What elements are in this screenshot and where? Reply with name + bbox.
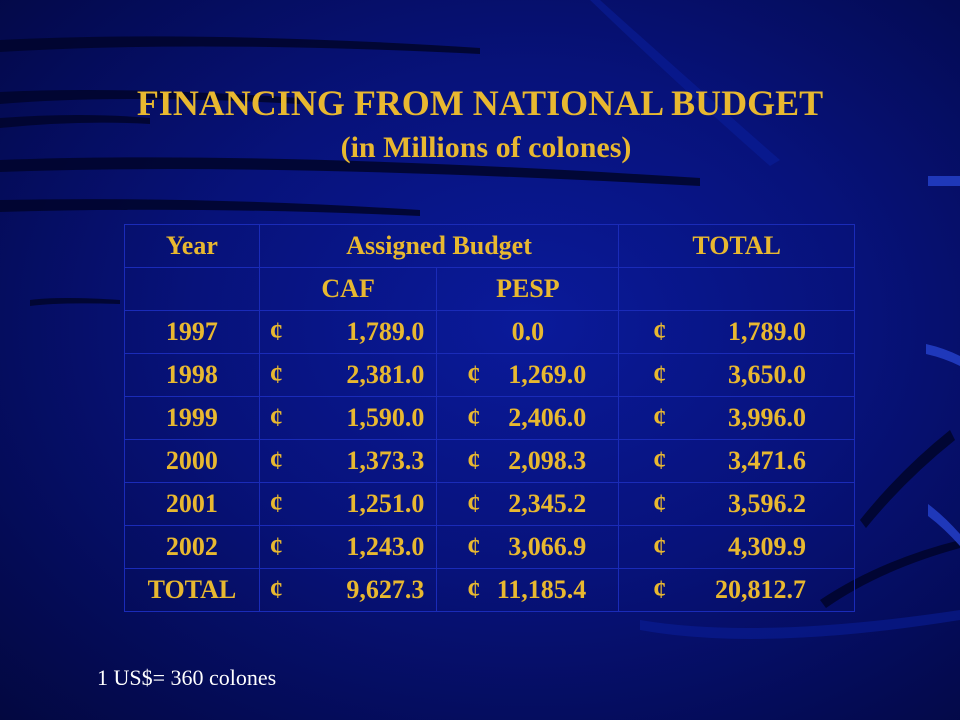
currency-symbol: ¢	[467, 360, 481, 389]
cell-year: 1997	[124, 310, 260, 354]
table-row: 1998 ¢ 2,381.0 ¢ 1,269.0 ¢ 3,650.0	[124, 353, 855, 397]
currency-symbol: ¢	[653, 360, 667, 389]
currency-symbol: ¢	[269, 317, 283, 346]
cell-pesp-value: 2,098.3	[508, 446, 587, 475]
currency-symbol: ¢	[269, 360, 283, 389]
currency-symbol: ¢	[269, 575, 283, 604]
cell-caf: ¢ 1,789.0	[258, 310, 438, 354]
cell-pesp: ¢ 3,066.9	[436, 525, 620, 569]
currency-symbol: ¢	[653, 403, 667, 432]
cell-total: ¢ 3,471.6	[618, 439, 855, 483]
cell-caf: ¢ 2,381.0	[258, 353, 438, 397]
cell-pesp-value: 11,185.4	[496, 575, 587, 604]
currency-symbol: ¢	[269, 532, 283, 561]
cell-pesp: ¢ 2,406.0	[436, 396, 620, 440]
cell-caf-value: 1,243.0	[346, 532, 425, 561]
table-subheader-row: CAF PESP	[124, 267, 855, 311]
table-body: 1997 ¢ 1,789.0 0.0 ¢ 1,789.0 1998 ¢ 2,381.0 ¢ 1,26…	[124, 310, 855, 612]
currency-symbol: ¢	[653, 317, 667, 346]
header-caf: CAF	[258, 267, 438, 311]
cell-pesp-value: 3,066.9	[508, 532, 587, 561]
currency-symbol: ¢	[653, 489, 667, 518]
cell-total-value: 3,471.6	[728, 446, 806, 475]
cell-pesp: ¢ 1,269.0	[436, 353, 620, 397]
table-row: 2002 ¢ 1,243.0 ¢ 3,066.9 ¢ 4,309.9	[124, 525, 855, 569]
cell-pesp: 0.0	[436, 310, 620, 354]
table-row: TOTAL ¢ 9,627.3 ¢ 11,185.4 ¢ 20,812.7	[124, 568, 855, 612]
cell-total: ¢ 3,596.2	[618, 482, 855, 526]
cell-pesp-value: 2,406.0	[508, 403, 587, 432]
currency-symbol: ¢	[653, 446, 667, 475]
cell-total: ¢ 4,309.9	[618, 525, 855, 569]
cell-total: ¢ 3,996.0	[618, 396, 855, 440]
header-pesp: PESP	[436, 267, 620, 311]
cell-total-value: 1,789.0	[728, 317, 806, 346]
header-assigned-budget: Assigned Budget	[258, 224, 620, 268]
cell-caf: ¢ 1,373.3	[258, 439, 438, 483]
cell-caf-value: 1,251.0	[346, 489, 425, 518]
cell-total-value: 20,812.7	[715, 575, 806, 604]
cell-total: ¢ 1,789.0	[618, 310, 855, 354]
currency-symbol: ¢	[467, 532, 481, 561]
currency-symbol: ¢	[269, 403, 283, 432]
cell-year: 1998	[124, 353, 260, 397]
cell-caf: ¢ 1,251.0	[258, 482, 438, 526]
cell-total-value: 3,996.0	[728, 403, 806, 432]
cell-total: ¢ 3,650.0	[618, 353, 855, 397]
currency-symbol: ¢	[269, 446, 283, 475]
cell-caf-value: 1,789.0	[346, 317, 425, 346]
page-title: FINANCING FROM NATIONAL BUDGET	[136, 83, 824, 123]
currency-symbol: ¢	[653, 575, 667, 604]
cell-year: TOTAL	[124, 568, 260, 612]
cell-pesp: ¢ 2,098.3	[436, 439, 620, 483]
exchange-rate-note: 1 US$= 360 colones	[97, 665, 277, 690]
cell-total: ¢ 20,812.7	[618, 568, 855, 612]
table-row: 2000 ¢ 1,373.3 ¢ 2,098.3 ¢ 3,471.6	[124, 439, 855, 483]
cell-pesp-value: 1,269.0	[508, 360, 587, 389]
cell-year: 2001	[124, 482, 260, 526]
header-year: Year	[124, 224, 260, 268]
cell-pesp: ¢ 11,185.4	[436, 568, 620, 612]
cell-total-value: 3,596.2	[728, 489, 806, 518]
currency-symbol: ¢	[467, 403, 481, 432]
cell-year: 1999	[124, 396, 260, 440]
cell-caf-value: 2,381.0	[346, 360, 425, 389]
header-total: TOTAL	[618, 224, 855, 268]
subheader-empty-total	[618, 267, 855, 311]
cell-caf: ¢ 9,627.3	[258, 568, 438, 612]
currency-symbol: ¢	[269, 489, 283, 518]
cell-pesp: ¢ 2,345.2	[436, 482, 620, 526]
page-subtitle: (in Millions of colones)	[340, 131, 632, 164]
cell-total-value: 3,650.0	[728, 360, 806, 389]
table-row: 1999 ¢ 1,590.0 ¢ 2,406.0 ¢ 3,996.0	[124, 396, 855, 440]
currency-symbol: ¢	[467, 575, 481, 604]
cell-caf-value: 1,590.0	[346, 403, 425, 432]
cell-pesp-value: 0.0	[511, 317, 545, 346]
cell-year: 2000	[124, 439, 260, 483]
currency-symbol: ¢	[467, 489, 481, 518]
cell-pesp-value: 2,345.2	[508, 489, 587, 518]
cell-caf: ¢ 1,243.0	[258, 525, 438, 569]
budget-table: Year Assigned Budget TOTAL CAF PESP 1997…	[124, 224, 855, 612]
cell-caf-value: 9,627.3	[346, 575, 425, 604]
table-header-row: Year Assigned Budget TOTAL	[124, 224, 855, 268]
cell-caf: ¢ 1,590.0	[258, 396, 438, 440]
cell-caf-value: 1,373.3	[346, 446, 425, 475]
cell-year: 2002	[124, 525, 260, 569]
currency-symbol: ¢	[653, 532, 667, 561]
currency-symbol: ¢	[467, 446, 481, 475]
table-row: 2001 ¢ 1,251.0 ¢ 2,345.2 ¢ 3,596.2	[124, 482, 855, 526]
table-row: 1997 ¢ 1,789.0 0.0 ¢ 1,789.0	[124, 310, 855, 354]
cell-total-value: 4,309.9	[728, 532, 806, 561]
subheader-empty-year	[124, 267, 260, 311]
